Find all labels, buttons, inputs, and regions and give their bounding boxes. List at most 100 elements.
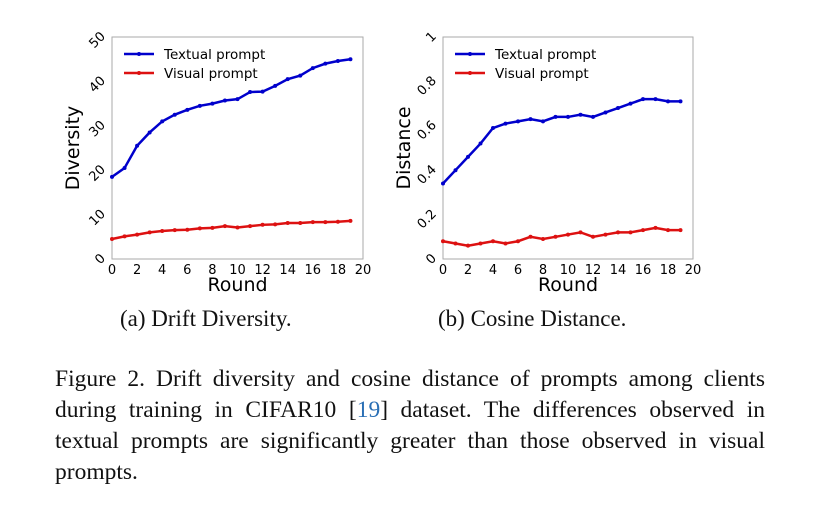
- data-point: [160, 119, 165, 124]
- x-tick-label: 18: [330, 263, 347, 278]
- x-tick-label: 2: [133, 263, 141, 278]
- x-tick-label: 10: [560, 263, 577, 278]
- legend-marker: [137, 71, 141, 75]
- x-axis-label: Round: [538, 274, 598, 296]
- data-point: [453, 168, 458, 173]
- series-line-visual-prompt: [111, 219, 351, 241]
- data-point: [616, 230, 620, 235]
- data-point: [348, 57, 353, 62]
- x-tick-label: 16: [305, 263, 322, 278]
- data-point: [185, 107, 190, 112]
- data-point: [248, 90, 253, 95]
- data-point: [641, 97, 645, 102]
- x-tick-label: 14: [610, 263, 627, 278]
- data-point: [503, 121, 508, 126]
- chart-1: 0 2 4 6 8 10 12 14 16 18 20 0 10 20 30 40 50 Round Diversi…: [62, 29, 371, 296]
- legend-marker: [468, 71, 472, 75]
- x-tick-label: 2: [464, 263, 472, 278]
- data-point: [566, 114, 570, 119]
- x-tick-label: 18: [660, 263, 677, 278]
- x-tick-label: 14: [279, 263, 296, 278]
- y-tick-label: 0: [423, 251, 439, 267]
- data-point: [222, 224, 227, 229]
- data-point: [310, 66, 315, 71]
- data-point: [653, 225, 658, 230]
- data-point: [666, 228, 670, 233]
- y-tick-label: 30: [87, 118, 109, 140]
- data-point: [466, 154, 470, 159]
- chart-2: 0 2 4 6 8 10 12 14 16 18 20 0 0.2 0.4 0.6 0.8 1 Round Dist…: [393, 29, 701, 296]
- data-point: [122, 234, 127, 239]
- data-point: [628, 230, 633, 235]
- data-point: [285, 77, 290, 82]
- data-point: [503, 241, 508, 246]
- data-point: [478, 241, 483, 246]
- data-point: [491, 126, 495, 131]
- citation-link[interactable]: 19: [356, 397, 381, 423]
- series-line-textual-prompt: [442, 97, 681, 185]
- y-tick-label: 20: [87, 162, 109, 184]
- data-point: [185, 227, 190, 232]
- data-point: [653, 97, 658, 102]
- y-tick-label: 0.4: [415, 162, 440, 187]
- data-point: [641, 228, 645, 233]
- data-point: [678, 99, 683, 104]
- data-point: [553, 234, 558, 239]
- data-point: [516, 239, 520, 244]
- legend-label: Visual prompt: [495, 66, 589, 82]
- data-point: [666, 99, 670, 104]
- data-point: [578, 230, 583, 235]
- data-point: [323, 61, 328, 66]
- data-point: [528, 117, 533, 122]
- figure-caption: Figure 2. Drift diversity and cosine dis…: [55, 364, 765, 488]
- data-point: [248, 224, 253, 229]
- x-axis-label: Round: [207, 274, 267, 296]
- subcaption-a: (a) Drift Diversity.: [120, 306, 292, 331]
- data-point: [478, 141, 483, 146]
- data-point: [441, 181, 445, 186]
- data-point: [335, 219, 340, 224]
- data-point: [273, 83, 278, 88]
- x-tick-label: 6: [183, 263, 191, 278]
- data-point: [441, 239, 445, 244]
- data-point: [541, 237, 545, 242]
- data-point: [541, 119, 545, 124]
- data-point: [122, 165, 127, 170]
- x-tick-label: 4: [158, 263, 166, 278]
- data-point: [578, 112, 583, 117]
- data-point: [110, 174, 114, 179]
- data-point: [197, 226, 202, 231]
- y-tick-label: 0.8: [415, 74, 440, 99]
- y-tick-label: 10: [87, 207, 109, 229]
- caption-text: Figure 2. Drift diversity and cosine dis…: [55, 366, 765, 423]
- data-point: [348, 218, 353, 223]
- data-point: [603, 232, 608, 237]
- x-tick-label: 6: [514, 263, 522, 278]
- series-line-visual-prompt: [442, 226, 681, 247]
- data-point: [323, 220, 328, 225]
- data-point: [566, 232, 570, 237]
- data-point: [628, 101, 633, 106]
- data-point: [260, 222, 265, 227]
- data-point: [197, 103, 202, 108]
- x-tick-label: 0: [108, 263, 116, 278]
- y-tick-label: 0.2: [415, 207, 440, 232]
- data-point: [528, 234, 533, 239]
- data-point: [110, 237, 114, 242]
- x-tick-label: 20: [355, 263, 372, 278]
- data-point: [591, 234, 595, 239]
- x-tick-label: 12: [585, 263, 602, 278]
- data-point: [135, 143, 140, 148]
- data-point: [553, 114, 558, 119]
- figure-charts: 0 2 4 6 8 10 12 14 16 18 2001020304050RoundDiversi…: [62, 29, 701, 296]
- data-point: [260, 89, 265, 94]
- data-point: [172, 112, 177, 117]
- y-tick-label: 40: [87, 74, 109, 96]
- data-point: [210, 101, 215, 106]
- data-point: [298, 73, 303, 78]
- subcaption-b: (b) Cosine Distance.: [438, 306, 627, 331]
- data-point: [273, 222, 278, 227]
- data-point: [210, 225, 215, 230]
- data-point: [310, 220, 315, 225]
- legend-label: Textual prompt: [494, 47, 596, 63]
